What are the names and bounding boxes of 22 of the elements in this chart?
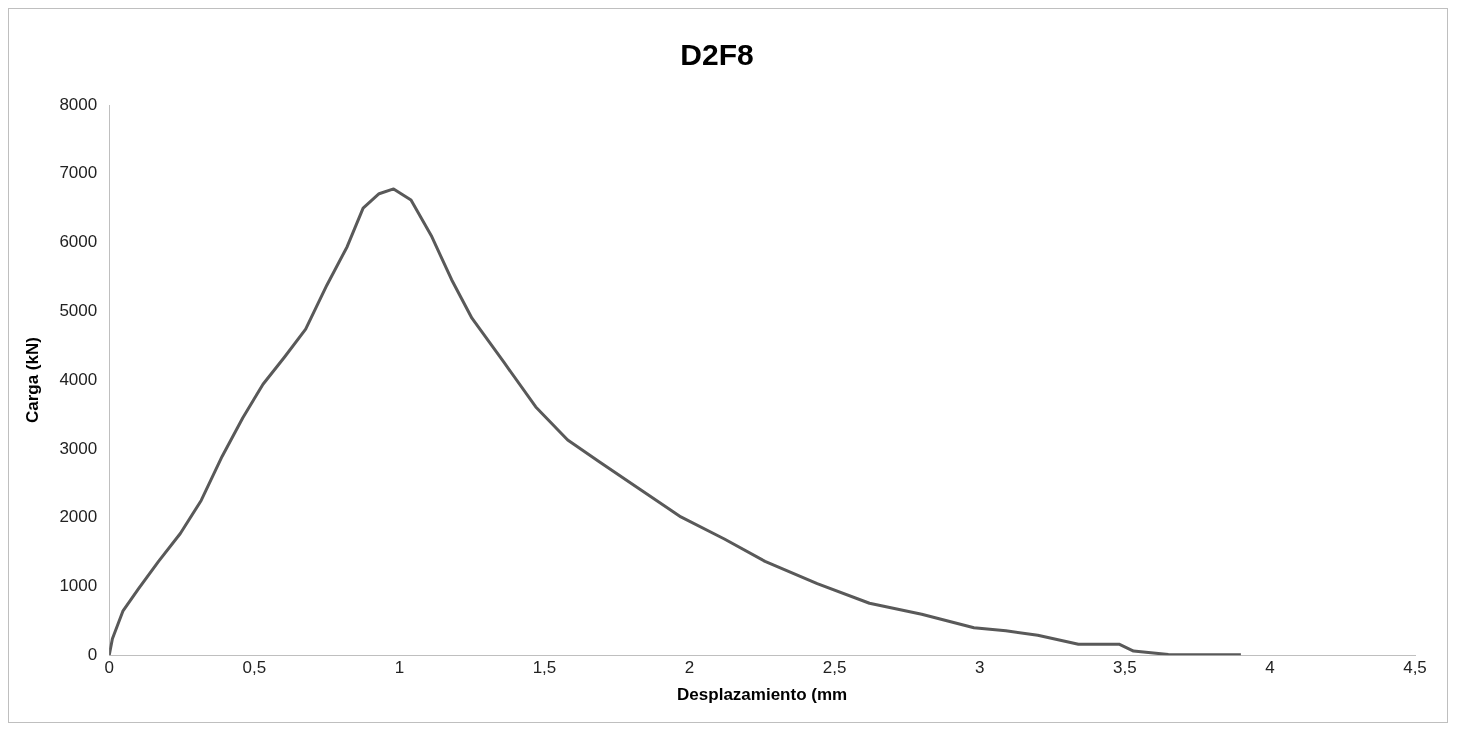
x-axis-title: Desplazamiento (mm [677,685,848,705]
y-tick-label: 8000 [59,94,98,114]
y-axis-title: Carga (kN) [22,337,42,424]
chart-title: D2F8 [680,38,754,72]
x-tick-label: 3,5 [1113,658,1137,678]
x-tick-label: 0,5 [242,658,267,678]
y-tick-label: 2000 [59,507,98,527]
x-tick-label: 1,5 [532,658,557,678]
x-tick-label: 0 [104,658,114,678]
y-tick-label: 0 [87,644,98,664]
x-tick-label: 2 [684,658,695,678]
x-tick-label: 1 [394,658,405,678]
x-tick-label: 4 [1265,658,1275,678]
x-tick-label: 2,5 [822,658,847,678]
x-tick-label: 3 [975,658,985,678]
y-tick-label: 4000 [59,369,98,389]
y-tick-label: 5000 [59,301,98,321]
x-tick-label: 4,5 [1403,658,1427,678]
y-tick-label: 7000 [59,163,98,183]
y-tick-label: 1000 [59,576,98,596]
y-tick-label: 6000 [59,232,98,252]
y-tick-label: 3000 [59,438,98,458]
